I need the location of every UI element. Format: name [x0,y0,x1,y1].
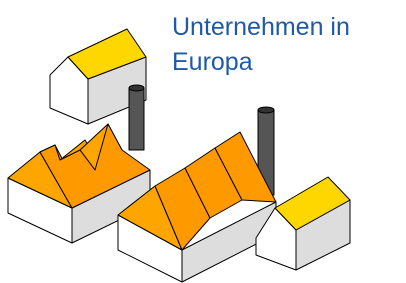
illustration: Unternehmen in Europa [0,0,406,283]
chimney [129,85,144,150]
title-line: Europa [172,48,253,76]
title-line: Unternehmen in [172,13,350,41]
page: Unternehmen in Europa [0,0,406,283]
factory [118,132,276,282]
